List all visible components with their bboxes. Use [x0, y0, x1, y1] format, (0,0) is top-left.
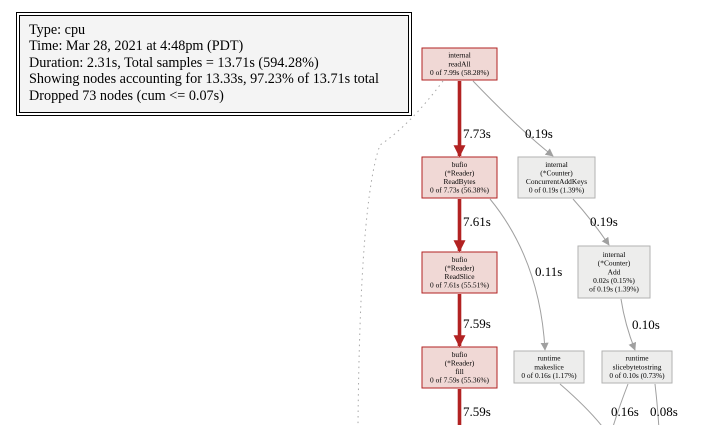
node-line: 0 of 0.19s (1.39%) — [529, 186, 585, 195]
node-box — [513, 350, 585, 384]
node-box — [421, 156, 498, 199]
node-line: (*Counter) — [598, 259, 631, 268]
node-line: bufio — [452, 160, 468, 169]
edge-label-readall-concurrentaddkeys: 0.19s — [525, 126, 553, 141]
node-line: ReadSlice — [445, 272, 476, 281]
node-line: (*Reader) — [445, 169, 475, 178]
node-line: 0 of 7.73s (56.38%) — [430, 186, 489, 195]
node-line: makeslice — [534, 362, 564, 371]
node-line: (*Reader) — [445, 264, 475, 273]
node-box — [577, 245, 651, 299]
node-line: 0 of 7.61s (55.51%) — [430, 281, 489, 290]
node-line: 0 of 7.59s (55.36%) — [430, 376, 489, 385]
legend-dropped-nodes: Dropped 73 nodes (cum <= 0.07s) — [29, 87, 224, 104]
node-line: (*Reader) — [445, 359, 475, 368]
node-line: runtime — [626, 354, 650, 363]
node-line: ConcurrentAddKeys — [526, 177, 587, 186]
legend-duration: Duration: 2.31s, Total samples = 13.71s … — [29, 54, 319, 71]
node-line: (*Counter) — [540, 169, 573, 178]
edge-add-slicebytetostring — [620, 298, 637, 351]
node-line: fill — [455, 367, 464, 376]
edge-readbytes-makeslice — [489, 198, 549, 351]
dotted-edge — [357, 80, 444, 425]
node-line: slicebytetostring — [613, 362, 662, 371]
node-box — [601, 350, 673, 384]
node-line: bufio — [452, 350, 468, 359]
edge-label-readbytes-makeslice: 0.11s — [535, 264, 562, 279]
node-box — [421, 251, 498, 294]
node-line: 0.02s (0.15%) — [593, 276, 635, 285]
legend-type: Type: cpu — [29, 22, 86, 38]
node-line: runtime — [538, 354, 562, 363]
edge-label-add-slicebytetostring: 0.10s — [632, 317, 660, 332]
node-line: internal — [603, 250, 626, 259]
profile-legend-inner: Type: cpu Time: Mar 28, 2021 at 4:48pm (… — [19, 15, 409, 113]
node-line: Add — [608, 267, 621, 276]
node-box — [421, 346, 498, 389]
node-line: 0 of 0.10s (0.73%) — [609, 371, 665, 380]
edge-makeslice-down — [559, 383, 602, 425]
node-line: 0 of 7.99s (58.28%) — [430, 68, 489, 77]
node-box — [421, 47, 498, 81]
edge-readall-concurrentaddkeys — [472, 80, 554, 157]
node-box — [517, 156, 596, 199]
edge-label-readslice-fill: 7.59s — [463, 316, 491, 331]
edge-label-concurrentaddkeys-add: 0.19s — [590, 214, 618, 229]
edge-label-fill-down: 7.59s — [463, 404, 491, 419]
node-line: ReadBytes — [443, 177, 475, 186]
node-line: readAll — [448, 59, 470, 68]
node-line: 0 of 0.16s (1.17%) — [521, 371, 577, 380]
legend-time: Time: Mar 28, 2021 at 4:48pm (PDT) — [29, 38, 244, 55]
node-line: internal — [545, 160, 568, 169]
profile-legend: Type: cpu Time: Mar 28, 2021 at 4:48pm (… — [16, 12, 412, 116]
edge-label-readbytes-readslice: 7.61s — [463, 214, 491, 229]
edge-label-makeslice-down: 0.16s — [611, 404, 639, 419]
node-line: of 0.19s (1.39%) — [589, 285, 639, 294]
node-line: internal — [448, 51, 471, 60]
edge-label-slicebytetostring-down: 0.08s — [650, 404, 678, 419]
edge-concurrentaddkeys-add — [572, 198, 610, 246]
edge-slicebytetostring-down — [613, 383, 660, 425]
legend-showing-nodes: Showing nodes accounting for 13.33s, 97.… — [29, 71, 379, 88]
node-line: bufio — [452, 255, 468, 264]
edge-label-readall-readbytes: 7.73s — [463, 126, 491, 141]
